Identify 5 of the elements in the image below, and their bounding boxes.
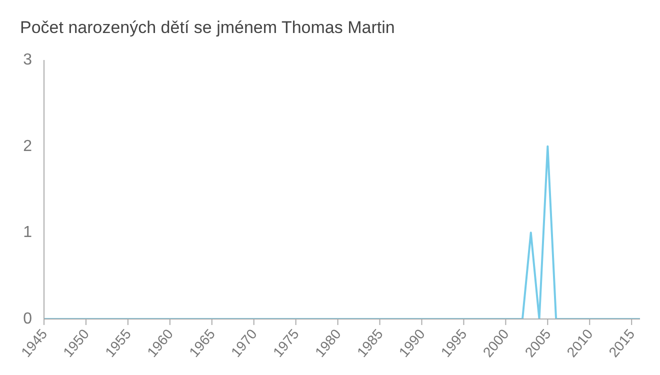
y-tick-label: 2 bbox=[23, 138, 32, 155]
y-tick-label: 3 bbox=[23, 52, 32, 68]
y-tick-label: 1 bbox=[23, 224, 32, 242]
y-tick-label: 0 bbox=[23, 310, 32, 328]
chart-title: Počet narozených dětí se jménem Thomas Martin bbox=[20, 18, 395, 38]
